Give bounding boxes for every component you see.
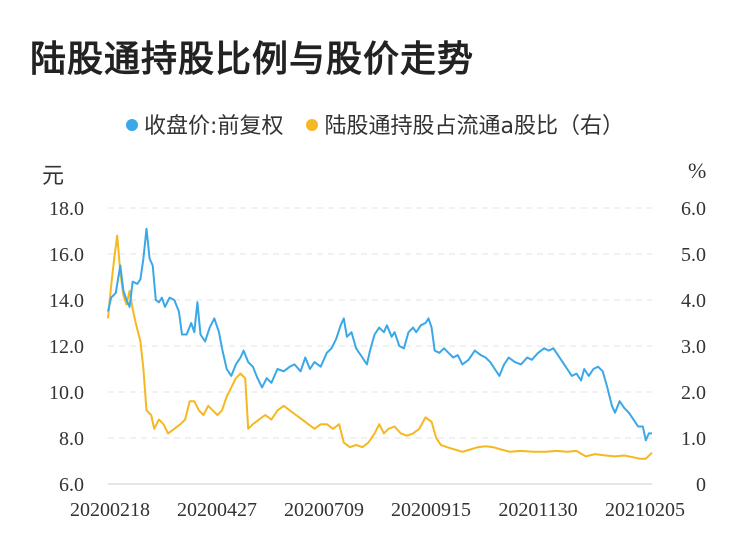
left-axis-unit: 元	[42, 163, 65, 188]
legend-dot-icon	[306, 119, 319, 131]
y-left-tick-label: 10.0	[49, 382, 84, 404]
series-line-ratio	[107, 234, 653, 460]
x-tick-label: 20200709	[284, 499, 364, 521]
y-left-tick-label: 12.0	[49, 336, 84, 358]
x-tick-label: 20200427	[177, 499, 257, 521]
legend-item-ratio[interactable]: 陆股通持股占流通a股比（右）	[306, 108, 624, 140]
y-right-tick-label: 4.0	[681, 290, 706, 312]
y-right-tick-label: 2.0	[681, 382, 706, 404]
right-axis-unit: %	[688, 158, 707, 183]
y-left-tick-label: 18.0	[49, 198, 84, 220]
legend-dot-icon	[126, 119, 139, 131]
legend: 收盘价:前复权 陆股通持股占流通a股比（右）	[0, 108, 750, 140]
chart-title: 陆股通持股比例与股价走势	[30, 39, 475, 80]
y-left-tick-label: 14.0	[49, 290, 84, 312]
x-tick-label: 20200915	[391, 499, 471, 521]
series-line-price	[107, 227, 652, 442]
legend-item-price[interactable]: 收盘价:前复权	[126, 108, 283, 140]
y-left-tick-label: 16.0	[49, 244, 84, 266]
legend-label-ratio: 陆股通持股占流通a股比（右）	[324, 114, 624, 139]
y-right-tick-label: 3.0	[681, 336, 706, 358]
y-right-tick-label: 1.0	[681, 428, 706, 450]
x-tick-label: 20200218	[70, 499, 150, 521]
legend-label-price: 收盘价:前复权	[144, 114, 284, 139]
y-left-tick-label: 8.0	[59, 428, 84, 450]
y-left-tick-label: 6.0	[59, 474, 84, 496]
x-tick-label: 20210205	[605, 499, 685, 521]
y-right-tick-label: 0	[696, 474, 706, 496]
y-right-tick-label: 5.0	[681, 244, 706, 266]
x-tick-label: 20201130	[498, 499, 577, 521]
y-right-tick-label: 6.0	[681, 198, 706, 220]
